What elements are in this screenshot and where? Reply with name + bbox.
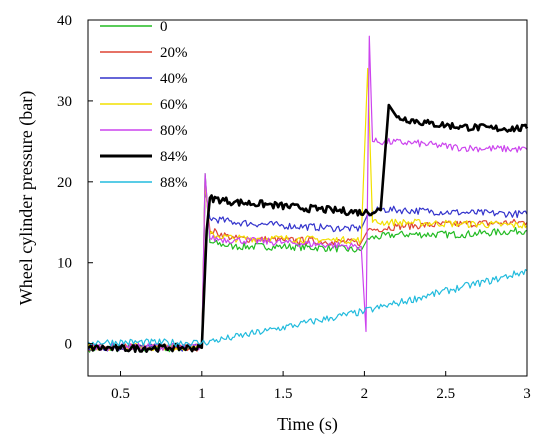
x-axis: 0.5 1 1.5 2 2.5 3 <box>111 371 531 402</box>
x-tick-label: 1 <box>198 386 206 402</box>
plot-lines <box>87 35 529 353</box>
legend-label: 60% <box>160 97 188 113</box>
legend: 0 20% 40% 60% 80% 84% 88% <box>100 19 188 191</box>
legend-label: 80% <box>160 123 188 139</box>
y-axis: 0 10 20 30 40 <box>57 13 93 353</box>
y-tick-label: 20 <box>57 175 72 191</box>
legend-label: 20% <box>160 45 188 61</box>
x-tick-label: 0.5 <box>111 386 130 402</box>
series-line-3 <box>87 189 528 352</box>
legend-label: 84% <box>160 149 188 165</box>
y-tick-label: 0 <box>65 337 73 353</box>
series-line-5 <box>87 35 528 352</box>
legend-label: 40% <box>160 71 188 87</box>
x-tick-label: 2.5 <box>436 386 455 402</box>
y-tick-label: 40 <box>57 13 72 29</box>
x-tick-label: 2 <box>361 386 369 402</box>
y-tick-label: 30 <box>57 94 72 110</box>
y-tick-label: 10 <box>57 256 72 272</box>
series-line-7 <box>87 269 528 347</box>
legend-label: 88% <box>160 175 188 191</box>
series-line-1 <box>87 173 528 353</box>
plot-frame <box>87 19 528 377</box>
x-axis-title: Time (s) <box>277 414 338 435</box>
series-line-2 <box>87 181 528 352</box>
y-axis-title: Wheel cylinder pressure (bar) <box>16 91 37 305</box>
series-line-6 <box>87 103 529 353</box>
legend-label: 0 <box>160 19 168 35</box>
x-tick-label: 1.5 <box>274 386 293 402</box>
x-tick-label: 3 <box>523 386 531 402</box>
